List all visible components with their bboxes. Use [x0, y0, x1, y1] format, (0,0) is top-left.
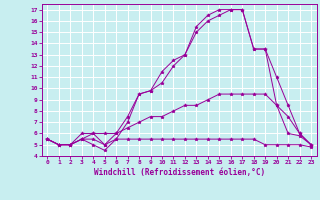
X-axis label: Windchill (Refroidissement éolien,°C): Windchill (Refroidissement éolien,°C) [94, 168, 265, 177]
